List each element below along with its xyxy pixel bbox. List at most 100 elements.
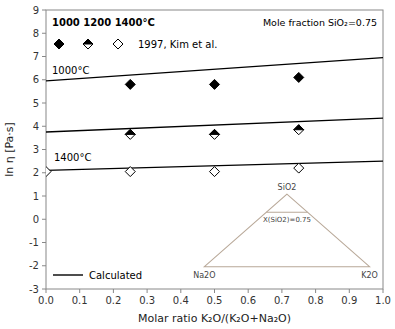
legend-text: 1997, Kim et al. xyxy=(138,39,217,50)
y-tick xyxy=(42,219,46,220)
ternary-composition-line xyxy=(266,212,307,213)
marker-body xyxy=(294,163,304,173)
points xyxy=(46,72,304,176)
y-tick xyxy=(42,265,46,266)
ternary-inset: SiO2 Na2O K2O X(SiO2)=0.75 xyxy=(193,183,378,280)
marker-body xyxy=(125,167,135,177)
ternary-line-label: X(SiO2)=0.75 xyxy=(263,216,311,224)
experimental-point xyxy=(210,129,220,139)
experimental-point xyxy=(125,79,135,89)
x-tick xyxy=(214,289,215,293)
y-tick-label: 6 xyxy=(33,74,39,85)
y-tick-label: -1 xyxy=(29,237,39,248)
marker-body xyxy=(125,129,135,139)
marker-body xyxy=(83,39,93,49)
experimental-point xyxy=(210,167,220,177)
y-tick xyxy=(42,149,46,150)
marker-body xyxy=(210,79,220,89)
y-tick xyxy=(42,172,46,173)
x-tick-label: 0.9 xyxy=(341,295,357,306)
x-tick xyxy=(248,289,249,293)
x-tick-label: 0.8 xyxy=(308,295,324,306)
ternary-triangle xyxy=(204,194,369,267)
legend-marker xyxy=(113,39,123,49)
annotations: 1000°C 1400°C 1000 1200 1400°C 1997, Kim et… xyxy=(52,17,377,281)
marker-body xyxy=(113,39,123,49)
y-tick-label: -3 xyxy=(29,284,39,295)
x-tick-label: 0.7 xyxy=(274,295,290,306)
y-tick-label: 2 xyxy=(33,167,39,178)
experimental-point xyxy=(210,79,220,89)
axes: 0.00.10.20.30.40.50.60.70.80.91.0-3-2-10… xyxy=(29,5,391,307)
x-tick xyxy=(46,289,47,293)
y-tick-label: 3 xyxy=(33,144,39,155)
y-tick-label: 8 xyxy=(33,28,39,39)
x-tick-label: 0.4 xyxy=(173,295,189,306)
x-tick xyxy=(180,289,181,293)
plot-area xyxy=(46,58,383,177)
y-tick xyxy=(42,56,46,57)
marker-half-fill xyxy=(210,129,220,134)
y-tick-label: 7 xyxy=(33,51,39,62)
x-tick-label: 0.5 xyxy=(207,295,223,306)
y-tick xyxy=(42,289,46,290)
y-tick-label: 4 xyxy=(33,121,39,132)
y-tick xyxy=(42,10,46,11)
x-tick xyxy=(383,289,384,293)
x-tick xyxy=(281,289,282,293)
x-tick xyxy=(315,289,316,293)
y-tick xyxy=(42,196,46,197)
experimental-point xyxy=(125,167,135,177)
experimental-point xyxy=(125,129,135,139)
y-tick-label: 1 xyxy=(33,191,39,202)
x-tick xyxy=(79,289,80,293)
legend-header: 1000 1200 1400°C xyxy=(52,17,155,28)
marker-body xyxy=(294,125,304,135)
x-axis-label: Molar ratio K₂O/(K₂O+Na₂O) xyxy=(138,312,291,325)
y-tick-label: 9 xyxy=(33,5,39,16)
x-tick-label: 1.0 xyxy=(375,295,391,306)
y-tick-label: 5 xyxy=(33,98,39,109)
ternary-vertex-label: SiO2 xyxy=(278,183,297,192)
y-tick xyxy=(42,103,46,104)
x-tick-label: 0.1 xyxy=(72,295,88,306)
x-tick-label: 0.6 xyxy=(240,295,256,306)
x-tick xyxy=(349,289,350,293)
calculated-legend-line xyxy=(53,274,83,275)
marker-body xyxy=(46,167,51,177)
x-tick-label: 0.3 xyxy=(139,295,155,306)
lines xyxy=(46,58,383,171)
ternary-vertex-label: K2O xyxy=(361,271,378,280)
marker-body xyxy=(210,129,220,139)
experimental-point xyxy=(294,163,304,173)
y-tick xyxy=(42,33,46,34)
chart: 0.00.10.20.30.40.50.60.70.80.91.0-3-2-10… xyxy=(0,0,395,329)
temperature-label: 1000°C xyxy=(52,65,89,76)
legend-marker xyxy=(54,39,64,49)
x-tick xyxy=(147,289,148,293)
x-tick-label: 0.2 xyxy=(105,295,121,306)
experimental-point xyxy=(294,125,304,135)
marker-body xyxy=(294,72,304,82)
experimental-point xyxy=(294,72,304,82)
mole-fraction-text: Mole fraction SiO₂=0.75 xyxy=(263,17,377,28)
marker-body xyxy=(210,167,220,177)
marker-half-fill xyxy=(125,129,135,134)
marker-body xyxy=(125,79,135,89)
calculated-line xyxy=(46,58,383,81)
ternary-vertex-label: Na2O xyxy=(193,271,215,280)
y-tick xyxy=(42,79,46,80)
plot-frame xyxy=(46,10,383,289)
legend-marker xyxy=(83,39,93,49)
y-tick xyxy=(42,242,46,243)
temperature-label: 1400°C xyxy=(54,152,91,163)
y-tick-label: -2 xyxy=(29,260,39,271)
marker-body xyxy=(54,39,64,49)
x-tick-label: 0.0 xyxy=(38,295,54,306)
x-tick xyxy=(113,289,114,293)
calculated-label: Calculated xyxy=(89,270,142,281)
y-tick xyxy=(42,126,46,127)
y-axis-label: ln η [Pa·s] xyxy=(3,122,16,177)
experimental-point xyxy=(46,167,51,177)
marker-half-fill xyxy=(83,39,93,44)
